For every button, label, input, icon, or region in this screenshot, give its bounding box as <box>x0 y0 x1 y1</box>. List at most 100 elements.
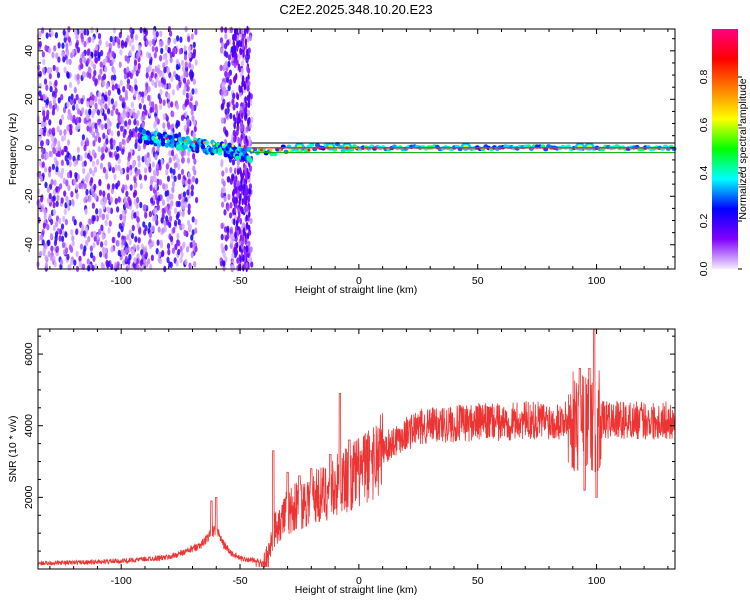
spectrogram-noise-cell <box>130 101 134 109</box>
spectrogram-noise-cell <box>86 101 90 108</box>
spectrogram-noise-cell <box>75 250 79 258</box>
spectrogram-core-cell <box>165 137 168 140</box>
spectrogram-noise-cell <box>154 46 159 53</box>
spectrogram-noise-cell <box>55 165 59 173</box>
spectrogram-noise-cell <box>246 124 250 132</box>
spectrogram-band-cell <box>303 148 309 153</box>
spectrogram-noise-cell <box>104 66 108 73</box>
spectrogram-noise-cell <box>42 222 47 229</box>
spectrogram-noise-cell <box>172 168 176 176</box>
spectrogram-noise-cell <box>157 226 161 233</box>
x-tick-label: -50 <box>232 275 247 287</box>
spectrogram-noise-cell <box>104 239 108 247</box>
spectrogram-noise-cell <box>244 38 247 46</box>
spectrogram-noise-cell <box>154 183 158 190</box>
spectrogram-noise-cell <box>166 196 170 203</box>
spectrogram-noise <box>36 25 254 273</box>
spectrogram-noise-cell <box>46 186 51 193</box>
spectrogram-noise-cell <box>136 264 140 271</box>
spectrogram-noise-cell <box>133 257 137 264</box>
spectrogram-noise-cell <box>194 59 198 66</box>
spectrogram-noise-cell <box>135 120 140 127</box>
spectrogram-noise-cell <box>130 131 134 138</box>
spectrogram-noise-cell <box>89 99 93 107</box>
spectrogram-noise-cell <box>55 160 59 167</box>
spectrogram-noise-cell <box>183 229 187 237</box>
spectrogram-noise-cell <box>53 179 57 186</box>
spectrogram-noise-cell <box>245 53 248 61</box>
spectrogram-noise-cell <box>104 56 108 64</box>
spectrogram-noise-cell <box>138 103 142 110</box>
spectrogram-noise-cell <box>223 195 227 203</box>
spectrogram-noise-cell <box>229 112 233 120</box>
spectrogram-noise-cell <box>183 70 187 78</box>
spectrogram-noise-cell <box>227 176 231 183</box>
spectrogram-band-cell <box>248 158 253 164</box>
spectrogram-noise-cell <box>104 197 108 204</box>
spectrogram-noise-cell <box>38 250 43 258</box>
spectrogram-noise-cell <box>112 139 116 146</box>
spectrogram-noise-cell <box>240 229 244 236</box>
spectrogram-noise-cell <box>80 98 84 105</box>
spectrogram-noise-cell <box>54 32 59 39</box>
spectrogram-noise-cell <box>188 45 192 52</box>
spectrogram-noise-cell <box>90 231 94 238</box>
spectrogram-noise-cell <box>53 239 58 247</box>
spectrogram-noise-cell <box>117 196 121 203</box>
spectrogram-noise-cell <box>238 245 242 253</box>
spectrogram-band-cell <box>227 142 232 148</box>
y-tick-label: 20 <box>23 93 35 105</box>
spectrogram-noise-cell <box>47 67 51 74</box>
spectrogram-noise-cell <box>81 134 85 141</box>
snr-series-line <box>38 329 675 568</box>
spectrogram-noise-cell <box>188 262 192 269</box>
spectrogram-noise-cell <box>232 34 236 42</box>
spectrogram-noise-cell <box>174 243 178 250</box>
spectrogram-noise-cell <box>155 219 159 226</box>
spectrogram-noise-cell <box>221 102 225 110</box>
spectrogram-noise-cell <box>194 88 198 95</box>
spectrogram-noise-cell <box>169 215 173 222</box>
spectrogram-noise-cell <box>236 257 240 264</box>
spectrogram-noise-cell <box>87 66 91 73</box>
spectrogram-noise-cell <box>39 94 44 101</box>
spectrogram-noise-cell <box>192 239 196 247</box>
spectrogram-noise-cell <box>245 261 249 269</box>
spectrogram-band-cell <box>160 141 166 147</box>
spectrogram-noise-cell <box>190 184 194 191</box>
spectrogram-noise-cell <box>158 103 163 111</box>
spectrogram-noise-cell <box>192 131 196 139</box>
spectrogram-noise-cell <box>164 205 168 212</box>
spectrogram-noise-cell <box>150 197 154 204</box>
spectrogram-noise-cell <box>236 168 240 176</box>
spectrogram-noise-cell <box>180 114 185 122</box>
spectrogram-noise-cell <box>163 220 167 227</box>
spectrogram-noise-cell <box>245 214 248 222</box>
spectrogram-noise-cell <box>175 103 179 110</box>
spectrogram-noise-cell <box>191 216 195 223</box>
spectrogram-noise-cell <box>61 167 65 175</box>
spectrogram-noise-cell <box>121 138 125 145</box>
spectrogram-noise-cell <box>88 36 92 43</box>
spectrogram-noise-cell <box>143 155 147 162</box>
spectrogram-noise-cell <box>247 135 251 143</box>
spectrogram-noise-cell <box>165 169 169 176</box>
spectrogram-noise-cell <box>52 64 56 72</box>
spectrogram-noise-cell <box>125 111 129 118</box>
figure-title: C2E2.2025.348.10.20.E23 <box>279 2 432 17</box>
spectrogram-noise-cell <box>231 252 235 260</box>
spectrogram-noise-cell <box>227 60 231 68</box>
spectrogram-noise-cell <box>177 131 182 139</box>
spectrogram-noise-cell <box>110 130 114 137</box>
spectrogram-noise-cell <box>84 152 88 159</box>
spectrogram-noise-cell <box>233 135 236 143</box>
spectrogram-noise-cell <box>63 190 67 197</box>
spectrogram-noise-cell <box>156 67 160 74</box>
spectrogram-noise-cell <box>243 83 247 91</box>
spectrogram-noise-cell <box>83 160 87 167</box>
spectrogram-noise-cell <box>190 234 194 241</box>
spectrogram-noise-cell <box>40 140 44 147</box>
spectrogram-noise-cell <box>48 47 52 54</box>
spectrogram-noise-cell <box>147 86 151 93</box>
spectrogram-noise-cell <box>180 251 184 258</box>
